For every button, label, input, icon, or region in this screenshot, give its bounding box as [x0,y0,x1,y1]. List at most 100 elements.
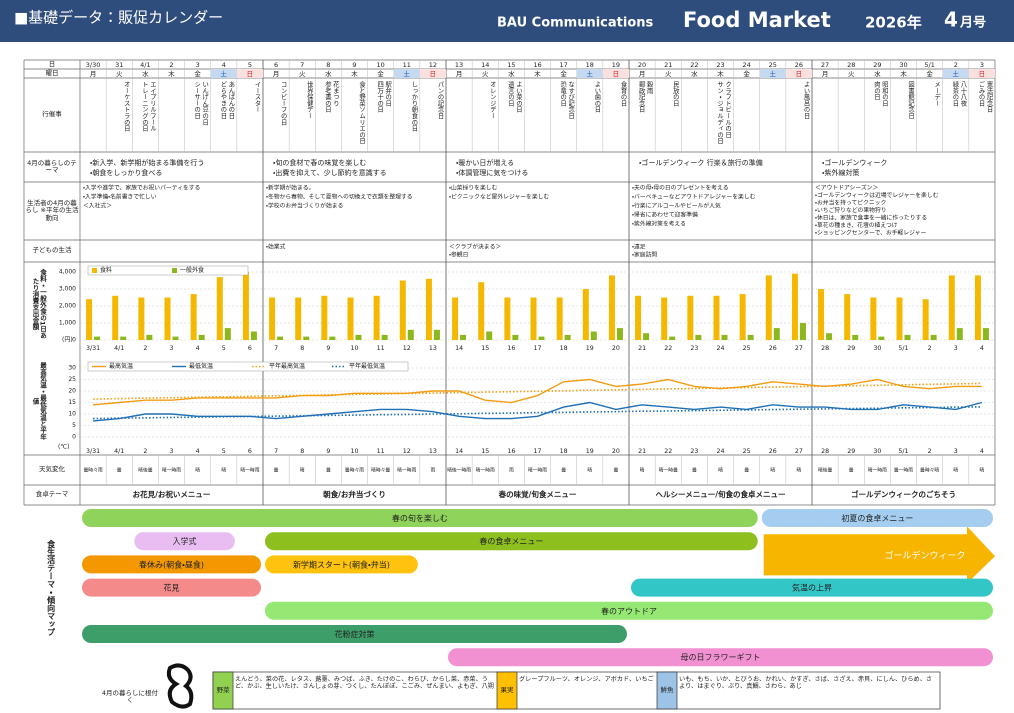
x-tick-label: 5 [222,345,226,352]
day-label: 3/30 [86,61,101,69]
produce-items-box: えんどう、菜の花、レタス、蕗薹、みつば、ふき、たけのこ、わらび、からし菜、赤菜、… [235,676,494,691]
weekday-label: 土 [770,69,777,78]
life-text: ・いちご狩りなどの果物狩り [815,206,887,214]
weather-label: 雨 [431,468,436,474]
weekday-label: 火 [665,70,672,78]
x-tick-label: 8 [300,448,304,455]
theme-bar-label: 気温の上昇 [792,583,832,593]
weekday-label: 土 [404,69,411,78]
day-label: 30 [899,61,907,69]
x-tick-label: 17 [533,345,541,352]
y-tick-label: 30 [68,365,76,372]
produce-label: 果実 [501,685,515,694]
x-tick-label: 3 [169,345,173,352]
produce-frame [212,671,941,710]
food-theme: お花見/お祝いメニュー [133,489,211,499]
life-text: ・紫外線対策を考える [632,220,686,228]
life-text: ・学校のお弁当づくりが始まる [266,202,343,210]
weather-label: 曇 [744,467,749,474]
bar [425,278,432,340]
bar [635,295,642,340]
weather-label: 曇 [326,467,331,474]
bar [556,297,563,340]
event-label: 八十八夜 [959,81,966,108]
weekday-label: 金 [560,69,567,78]
x-tick-label: 10 [350,345,358,352]
theme-bar [265,601,993,620]
saturday-cell [942,69,969,78]
bar [721,334,728,340]
day-label: 13 [455,61,463,69]
event-label: 恐竜の日 [559,81,566,108]
kids-text: ＜クラブが決まる＞ [449,243,501,251]
life-text: ・帰省にあわせて迎客準備 [632,211,698,219]
produce-caption: 4月の暮らしに根付く [101,688,159,704]
x-tick-label: 2 [928,345,932,352]
event-label: いんげん豆の日 [201,81,208,126]
x-tick-label: 5/1 [898,345,908,352]
weekday-label: 火 [482,70,489,78]
y-axis-title-box: 最高気温・最低気温と平年値 [31,362,46,440]
produce-items: えんどう、菜の花、レタス、蕗薹、みつば、ふき、たけのこ、わらび、からし菜、赤菜、… [235,676,494,691]
event-label: オレンジデー [489,81,496,119]
bar [765,275,772,340]
weather-label: 晴後曇 [818,467,833,474]
event-label: 昭和の日 [881,81,888,108]
day-label: 7 [300,61,304,69]
issue-number: 4 [944,8,958,32]
row-label-box: 4月の暮らしのテーマ [27,159,77,174]
y-axis-unit: (円) [62,337,73,344]
weather-label: 晴 [797,467,802,474]
bar [112,295,119,340]
legend-swatch [92,268,97,273]
sunday-cell [968,69,995,78]
bar [146,334,153,340]
weekday-label: 月 [273,70,280,78]
bar [164,297,171,340]
x-tick-label: 7 [274,448,278,455]
row-label-box: 食生活テーマ・傾向マップ [47,540,56,636]
weather-label: 曇 [561,467,566,474]
x-tick-label: 10 [350,448,358,455]
weather-label: 曇時々晴 [920,467,939,474]
produce-items: いも、もち、いか、とびうお、かれい、かすぎ、さば、さざえ、赤貝、にしん、ひらめ、… [679,676,933,691]
bar [930,334,937,340]
row-label: 行催事 [42,110,62,119]
day-label: 3 [196,61,200,69]
weekday-label: 金 [743,69,750,78]
header-bar [0,0,1014,42]
weekday-label: 木 [534,69,541,78]
theme-bar [448,648,993,667]
bar [982,328,989,340]
legend-box [87,265,249,276]
theme-bar-label: 新学期スタート(朝食・弁当) [293,559,390,569]
weekday-label: 日 [430,70,437,78]
kids-text: ・遠足 [632,243,646,251]
y-tick-label: 3,000 [59,286,76,293]
weather-label: 晴一時雨 [868,467,887,474]
bar [373,295,380,340]
day-label: 10 [377,61,385,69]
y-tick-label: 0 [72,337,76,344]
bar [224,328,231,340]
year: 2026年 [865,14,922,32]
weekday-label: 日 [613,70,620,78]
row-label: 食卓テーマ [35,490,69,499]
row-label-box: 子どもの生活 [33,247,72,254]
theme-bar [265,555,418,574]
bar [791,273,798,340]
weather-label: 曇 [614,467,619,474]
theme-bar [82,625,627,643]
weekday-label: 土 [953,69,960,78]
event-label: トレーニングの日 [141,81,148,133]
bar [870,297,877,340]
day-label: 5/1 [924,61,934,69]
legend-label: 最高気温 [109,362,133,370]
x-tick-label: 25 [743,345,751,352]
saturday-cell [759,69,786,78]
x-tick-label: 5/1 [898,448,908,455]
theme-text: ・出費を抑えて、少し節約を意識する [273,168,387,177]
x-tick-label: 29 [847,448,855,455]
theme-text: ・紫外線対策 [822,168,859,177]
bar [460,334,467,340]
